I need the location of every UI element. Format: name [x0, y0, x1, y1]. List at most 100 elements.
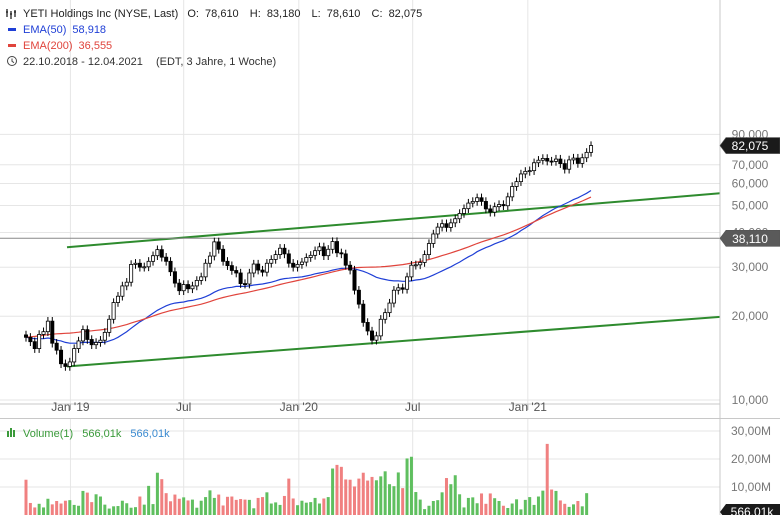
volume-bar[interactable]	[475, 503, 479, 515]
volume-bar[interactable]	[449, 484, 453, 515]
candle-body[interactable]	[330, 241, 335, 250]
candle-body[interactable]	[418, 262, 423, 266]
volume-bar[interactable]	[466, 497, 470, 515]
candle-body[interactable]	[444, 223, 449, 228]
candle-body[interactable]	[431, 233, 436, 244]
volume-bar[interactable]	[585, 493, 589, 515]
volume-bar[interactable]	[55, 501, 59, 515]
candle-body[interactable]	[567, 159, 572, 170]
candle-body[interactable]	[190, 285, 195, 290]
candle-body[interactable]	[321, 246, 326, 257]
candle-body[interactable]	[575, 157, 580, 164]
candle-body[interactable]	[356, 289, 361, 305]
volume-bar[interactable]	[335, 464, 339, 515]
candle-body[interactable]	[203, 262, 208, 278]
volume-bar[interactable]	[405, 458, 409, 515]
candle-body[interactable]	[85, 329, 90, 340]
candle-body[interactable]	[501, 204, 506, 207]
candle-body[interactable]	[212, 241, 217, 257]
candle-body[interactable]	[405, 276, 410, 290]
volume-bar[interactable]	[326, 497, 330, 515]
volume-bar[interactable]	[243, 499, 247, 515]
candle-body[interactable]	[124, 281, 129, 287]
volume-bar[interactable]	[278, 504, 282, 515]
candle-body[interactable]	[89, 339, 94, 346]
candle-body[interactable]	[186, 284, 191, 290]
candle-body[interactable]	[247, 272, 252, 285]
volume-bar[interactable]	[164, 493, 168, 515]
volume-bar[interactable]	[147, 485, 151, 515]
volume-bar[interactable]	[348, 479, 352, 515]
candle-body[interactable]	[374, 335, 379, 341]
volume-bar[interactable]	[46, 498, 50, 515]
candle-body[interactable]	[488, 208, 493, 213]
candle-body[interactable]	[142, 266, 147, 269]
candle-body[interactable]	[589, 145, 594, 153]
candle-body[interactable]	[413, 264, 418, 267]
candle-body[interactable]	[199, 276, 204, 281]
candle-body[interactable]	[370, 330, 375, 341]
volume-bar[interactable]	[370, 476, 374, 515]
volume-bar[interactable]	[331, 468, 335, 515]
volume-bar[interactable]	[291, 498, 295, 515]
volume-bar[interactable]	[344, 479, 348, 515]
volume-bar[interactable]	[554, 490, 558, 515]
candle-body[interactable]	[115, 295, 120, 303]
candle-body[interactable]	[133, 262, 138, 265]
candle-body[interactable]	[492, 206, 497, 213]
candle-body[interactable]	[234, 270, 239, 274]
volume-bar[interactable]	[160, 479, 164, 515]
volume-bar[interactable]	[103, 504, 107, 515]
volume-bar[interactable]	[247, 499, 251, 515]
volume-bar[interactable]	[112, 506, 116, 515]
volume-bar[interactable]	[580, 506, 584, 515]
volume-bar[interactable]	[300, 500, 304, 515]
volume-bar[interactable]	[440, 492, 444, 515]
volume-bar[interactable]	[155, 472, 159, 515]
volume-bar[interactable]	[309, 502, 313, 515]
volume-bar[interactable]	[576, 501, 580, 515]
volume-bar[interactable]	[471, 497, 475, 515]
volume-bar[interactable]	[317, 503, 321, 515]
volume-bar[interactable]	[81, 490, 85, 515]
candle-body[interactable]	[383, 312, 388, 320]
candle-body[interactable]	[98, 339, 103, 343]
volume-bar[interactable]	[353, 486, 356, 515]
ema200-legend[interactable]: EMA(200) 36,555	[23, 40, 112, 52]
candle-body[interactable]	[326, 248, 331, 257]
candle-body[interactable]	[518, 173, 523, 183]
volume-bar[interactable]	[90, 502, 94, 515]
volume-bar[interactable]	[125, 503, 129, 515]
volume-bar[interactable]	[190, 499, 194, 515]
candle-body[interactable]	[378, 318, 383, 337]
volume-bar[interactable]	[541, 490, 545, 515]
candle-body[interactable]	[343, 253, 348, 266]
candle-body[interactable]	[80, 329, 85, 342]
volume-bar[interactable]	[501, 505, 505, 515]
volume-bar[interactable]	[515, 499, 519, 515]
candle-body[interactable]	[479, 197, 484, 202]
candle-body[interactable]	[466, 202, 471, 210]
candle-body[interactable]	[475, 197, 480, 202]
candle-body[interactable]	[409, 264, 414, 278]
volume-bar[interactable]	[274, 502, 278, 515]
ema50-legend[interactable]: EMA(50) 58,918	[23, 24, 106, 36]
volume-bar[interactable]	[199, 500, 203, 515]
volume-bar[interactable]	[85, 492, 89, 515]
volume-bar[interactable]	[414, 492, 418, 515]
volume-bar[interactable]	[212, 497, 216, 515]
volume-bar[interactable]	[234, 499, 238, 515]
candle-body[interactable]	[264, 262, 269, 273]
candle-body[interactable]	[238, 272, 243, 284]
volume-bar[interactable]	[287, 478, 291, 515]
volume-bar[interactable]	[558, 500, 562, 515]
candle-body[interactable]	[181, 284, 186, 292]
volume-bar[interactable]	[444, 478, 448, 515]
volume-bar[interactable]	[536, 496, 540, 515]
candle-body[interactable]	[317, 246, 322, 252]
candle-body[interactable]	[562, 163, 567, 170]
candle-body[interactable]	[334, 241, 339, 254]
volume-bar[interactable]	[436, 500, 440, 515]
volume-bar[interactable]	[313, 497, 317, 515]
